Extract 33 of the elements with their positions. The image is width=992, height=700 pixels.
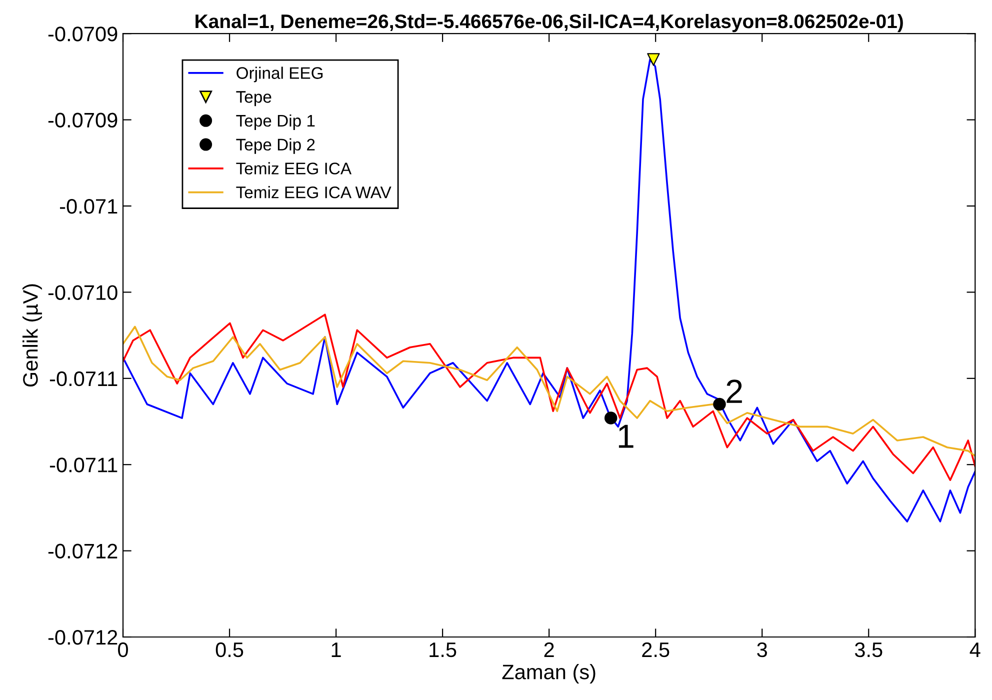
legend-label: Temiz EEG ICA WAV: [236, 186, 392, 198]
annotation: 1: [618, 424, 634, 448]
x-tick-label: 4: [970, 642, 980, 657]
y-tick-label: -0.0712: [48, 544, 118, 559]
x-tick-label: 1: [332, 642, 341, 657]
legend-label: Tepe Dip 1: [236, 114, 315, 130]
x-axis-title: Zaman (s): [502, 664, 596, 684]
x-tick-label: 2: [544, 642, 554, 657]
y-tick-label: -0.0710: [48, 285, 118, 300]
annotation: 2: [726, 380, 742, 403]
x-tick-label: 0: [118, 642, 128, 658]
y-tick-label: -0.071: [60, 199, 118, 214]
legend-label: Temiz EEG ICA: [236, 162, 352, 174]
x-tick-label: 3.5: [854, 642, 882, 658]
chart-title: Kanal=1, Deneme=26,Std=-5.466576e-06,Sil-ICA=4,Korelasyon=8.062502e-01): [196, 14, 903, 32]
point: [647, 53, 660, 66]
y-tick-label: -0.0709: [48, 112, 118, 128]
line-series: [123, 314, 976, 482]
x-tick-label: 1.5: [430, 642, 456, 658]
y-axis-title: Genlik (µV): [22, 284, 42, 387]
point: [713, 398, 726, 411]
y-tick-label: -0.0712: [48, 630, 118, 645]
y-tick-label: -0.0711: [50, 371, 118, 386]
line-series: [123, 326, 976, 457]
x-tick-label: 3: [757, 642, 767, 658]
point: [604, 412, 618, 424]
x-tick-label: 2.5: [642, 642, 670, 658]
y-tick-label: -0.0709: [48, 26, 118, 42]
y-tick-label: -0.0711: [50, 458, 118, 472]
x-tick-label: 0.5: [216, 642, 244, 658]
legend-label: Orjinal EEG: [236, 66, 323, 82]
legend-label: Tepe Dip 2: [236, 138, 315, 154]
legend-label: Tepe: [236, 91, 272, 106]
